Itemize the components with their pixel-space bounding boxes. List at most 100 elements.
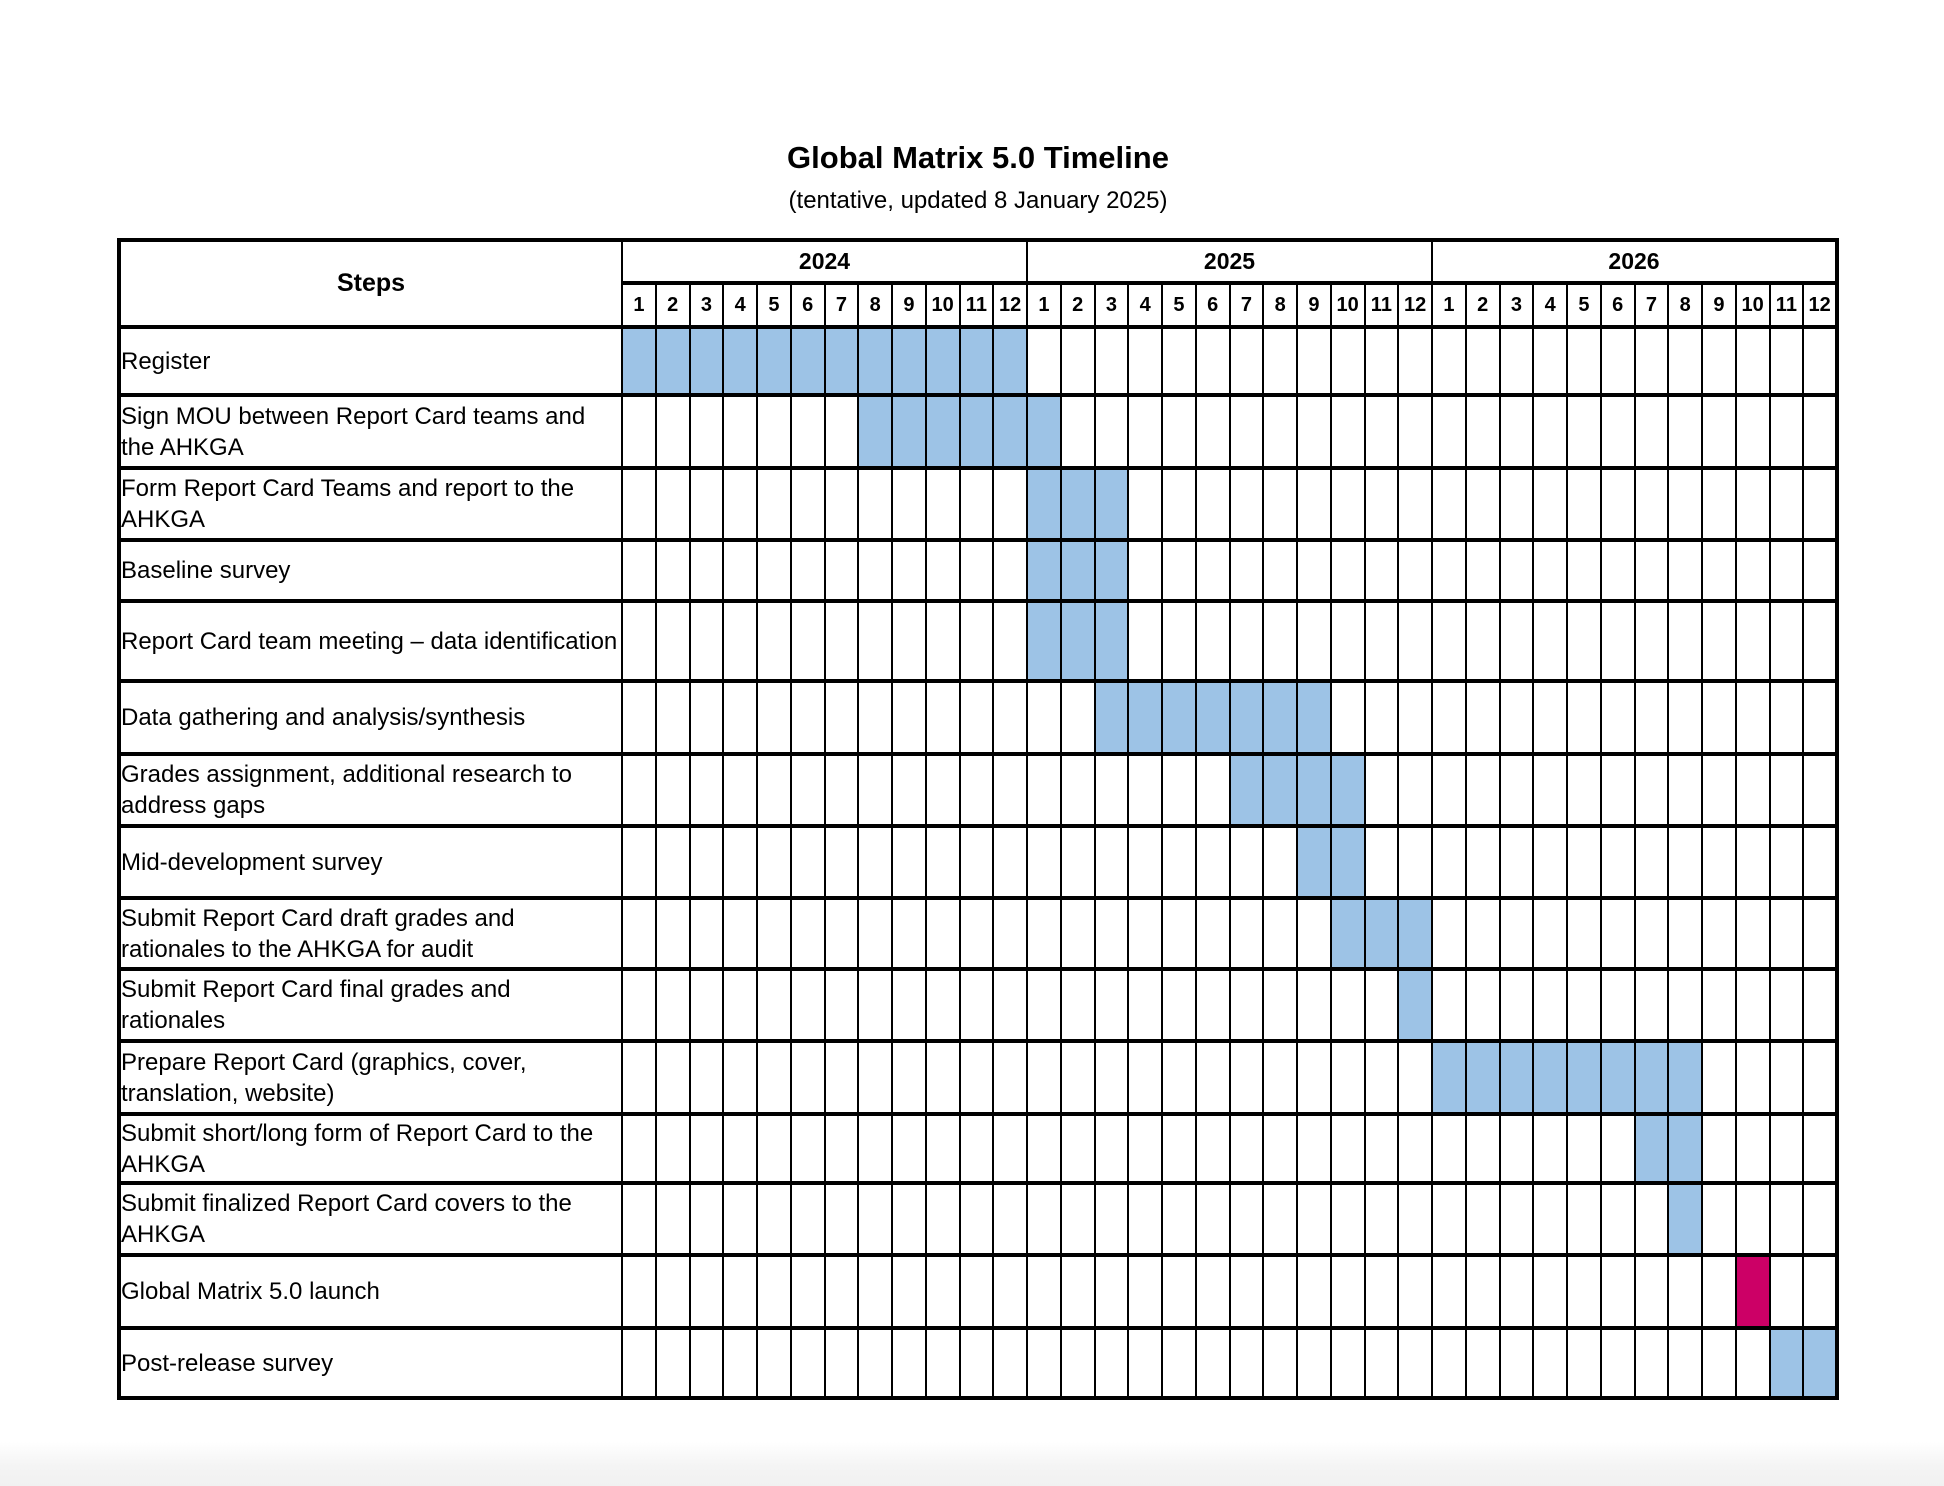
- month-cell: [1262, 1039, 1298, 1116]
- task-label: Global Matrix 5.0 launch: [118, 1253, 623, 1330]
- month-cell: [1296, 599, 1332, 683]
- month-cell: [1161, 1253, 1197, 1330]
- task-bar-cell: [1026, 599, 1062, 683]
- month-cell: [992, 967, 1028, 1043]
- task-row: Form Report Card Teams and report to the…: [118, 466, 1838, 542]
- month-cell: [789, 1039, 826, 1116]
- month-cell: [1363, 1253, 1400, 1330]
- month-cell: [1633, 393, 1670, 470]
- month-cell: [1262, 1253, 1298, 1330]
- month-cell: [1734, 325, 1771, 397]
- month-cell: [924, 599, 961, 683]
- month-cell: [789, 538, 826, 603]
- task-bar-cell: [1026, 393, 1062, 470]
- month-cell: [1566, 1112, 1602, 1185]
- month-cell: [1228, 967, 1265, 1043]
- month-header: 9: [891, 281, 927, 329]
- month-cell: [924, 1039, 961, 1116]
- month-cell: [1734, 466, 1771, 542]
- month-cell: [1194, 599, 1231, 683]
- month-cell: [756, 896, 792, 971]
- month-cell: [1498, 896, 1535, 971]
- month-cell: [1532, 393, 1568, 470]
- month-cell: [1667, 752, 1703, 828]
- month-cell: [1768, 824, 1805, 900]
- month-cell: [1093, 967, 1130, 1043]
- month-cell: [756, 1253, 792, 1330]
- month-cell: [688, 967, 725, 1043]
- task-label: Grades assignment, additional research t…: [118, 752, 623, 828]
- month-header: 2: [1059, 281, 1096, 329]
- month-cell: [1397, 824, 1433, 900]
- month-cell: [1701, 679, 1737, 756]
- month-cell: [1431, 1253, 1467, 1330]
- task-row: Prepare Report Card (graphics, cover, tr…: [118, 1039, 1838, 1116]
- month-cell: [1701, 1326, 1737, 1400]
- month-cell: [1599, 538, 1636, 603]
- month-cell: [1802, 679, 1838, 756]
- month-cell: [857, 599, 893, 683]
- month-cell: [857, 679, 893, 756]
- task-label: Submit Report Card final grades and rati…: [118, 967, 623, 1043]
- month-cell: [1127, 752, 1163, 828]
- month-cell: [1161, 967, 1197, 1043]
- month-header: 1: [621, 281, 657, 329]
- month-cell: [1599, 824, 1636, 900]
- task-row: Sign MOU between Report Card teams and t…: [118, 393, 1838, 470]
- month-cell: [1161, 1326, 1197, 1400]
- month-cell: [1431, 752, 1467, 828]
- month-header: 4: [1532, 281, 1568, 329]
- month-header: 7: [823, 281, 860, 329]
- month-cell: [1633, 679, 1670, 756]
- month-cell: [924, 752, 961, 828]
- month-cell: [789, 466, 826, 542]
- task-bar-cell: [1329, 896, 1366, 971]
- month-cell: [722, 967, 758, 1043]
- month-cell: [992, 466, 1028, 542]
- month-cell: [823, 538, 860, 603]
- month-cell: [654, 393, 691, 470]
- month-cell: [688, 599, 725, 683]
- month-cell: [1599, 1253, 1636, 1330]
- task-bar-cell: [1296, 752, 1332, 828]
- month-cell: [1633, 538, 1670, 603]
- month-cell: [992, 1326, 1028, 1400]
- month-cell: [823, 1253, 860, 1330]
- task-bar-cell: [1228, 752, 1265, 828]
- month-cell: [1262, 1181, 1298, 1257]
- month-cell: [924, 824, 961, 900]
- month-cell: [756, 1112, 792, 1185]
- task-row: Global Matrix 5.0 launch: [118, 1253, 1838, 1330]
- month-cell: [1296, 967, 1332, 1043]
- month-cell: [722, 1181, 758, 1257]
- month-cell: [1363, 752, 1400, 828]
- month-cell: [1363, 1112, 1400, 1185]
- month-cell: [1701, 1039, 1737, 1116]
- month-cell: [789, 967, 826, 1043]
- month-cell: [1498, 1253, 1535, 1330]
- month-cell: [958, 824, 995, 900]
- month-cell: [1566, 1326, 1602, 1400]
- task-bar-cell: [958, 393, 995, 470]
- month-cell: [1464, 967, 1501, 1043]
- task-row: Baseline survey: [118, 538, 1838, 603]
- task-row: Submit short/long form of Report Card to…: [118, 1112, 1838, 1185]
- month-cell: [789, 1181, 826, 1257]
- month-cell: [1329, 1181, 1366, 1257]
- month-cell: [722, 599, 758, 683]
- task-bar-cell: [1734, 1253, 1771, 1330]
- month-cell: [1431, 599, 1467, 683]
- month-cell: [1701, 325, 1737, 397]
- month-cell: [1734, 896, 1771, 971]
- month-cell: [891, 538, 927, 603]
- month-cell: [823, 599, 860, 683]
- month-cell: [756, 1039, 792, 1116]
- month-header: 4: [1127, 281, 1163, 329]
- month-cell: [1701, 896, 1737, 971]
- month-cell: [1464, 1181, 1501, 1257]
- month-header: 12: [1802, 281, 1838, 329]
- month-cell: [1026, 325, 1062, 397]
- month-cell: [1262, 967, 1298, 1043]
- month-header: 6: [789, 281, 826, 329]
